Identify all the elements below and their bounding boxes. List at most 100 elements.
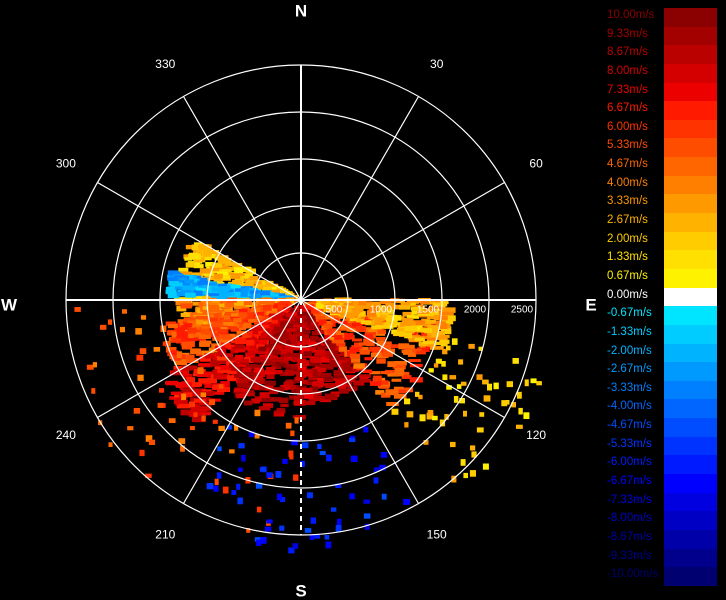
velocity-cell-5-168 xyxy=(290,385,300,389)
velocity-cell-4-128 xyxy=(215,352,226,356)
legend-swatch xyxy=(664,474,717,493)
velocity-cell-7-44 xyxy=(382,345,391,350)
legend-label: 8.00m/s xyxy=(607,64,648,77)
velocity-cell-11-49 xyxy=(444,414,449,420)
velocity-cell-11-14 xyxy=(428,368,434,373)
velocity-cell-0-151 xyxy=(229,273,241,279)
velocity-cell-4-219 xyxy=(214,375,226,379)
velocity-cell-10-16 xyxy=(249,431,255,438)
velocity-cell-10-49 xyxy=(292,543,299,549)
velocity-cell-8-177 xyxy=(351,309,361,315)
velocity-cell-8-130 xyxy=(330,301,340,306)
velocity-cell-8-211 xyxy=(385,303,395,308)
velocity-cell-8-209 xyxy=(334,306,344,312)
velocity-cell-5-34 xyxy=(283,385,295,390)
velocity-cell-11-38 xyxy=(433,363,439,368)
velocity-cell-4-142 xyxy=(235,340,246,345)
velocity-cell-1-165 xyxy=(193,289,203,296)
velocity-cell-9-43 xyxy=(208,399,216,406)
velocity-cell-2-76 xyxy=(208,308,218,315)
velocity-cell-6-210 xyxy=(303,394,314,399)
velocity-cell-9-50 xyxy=(107,319,113,325)
velocity-cell-3-205 xyxy=(168,351,181,356)
velocity-cell-7-139 xyxy=(376,380,389,385)
velocity-cell-4-52 xyxy=(282,308,291,312)
legend-label: 3.33m/s xyxy=(607,195,648,208)
velocity-cell-0-186 xyxy=(265,280,274,287)
azimuth-label-30: 30 xyxy=(430,57,444,71)
velocity-cell-4-218 xyxy=(221,369,230,374)
velocity-cell-6-94 xyxy=(317,377,328,382)
velocity-cell-9-14 xyxy=(193,412,198,418)
velocity-cell-6-136 xyxy=(313,381,324,387)
velocity-cell-2-210 xyxy=(208,304,219,311)
legend-swatch xyxy=(664,45,717,64)
velocity-cell-8-136 xyxy=(358,300,367,306)
velocity-cell-7-189 xyxy=(330,317,339,324)
velocity-cell-9-9 xyxy=(293,474,299,481)
velocity-cell-11-57 xyxy=(419,414,426,422)
velocity-cell-0-139 xyxy=(193,256,205,263)
velocity-cell-0-122 xyxy=(191,244,204,251)
velocity-cell-8-178 xyxy=(404,326,418,332)
velocity-cell-9-41 xyxy=(176,351,182,359)
velocity-cell-4-178 xyxy=(250,343,261,350)
velocity-cell-10-54 xyxy=(275,471,282,478)
velocity-cell-8-148 xyxy=(404,321,416,325)
velocity-cell-7-174 xyxy=(369,346,379,352)
velocity-cell-4-181 xyxy=(230,340,241,344)
velocity-cell-7-219 xyxy=(383,351,393,357)
azimuth-label-120: 120 xyxy=(526,428,546,442)
velocity-cell-6-125 xyxy=(300,347,310,353)
velocity-cell-1-74 xyxy=(195,277,208,284)
legend-entry: 8.00m/s xyxy=(605,63,717,83)
velocity-cell-2-147 xyxy=(180,303,192,309)
velocity-cell-0-92 xyxy=(259,283,268,289)
velocity-cell-5-86 xyxy=(261,360,270,366)
velocity-cell-10-40 xyxy=(241,454,246,462)
velocity-cell-3-166 xyxy=(231,313,240,317)
legend-swatch xyxy=(664,324,717,344)
velocity-cell-10-22 xyxy=(264,526,272,532)
velocity-cell-10-24 xyxy=(226,425,232,430)
velocity-cell-5-123 xyxy=(247,378,260,382)
velocity-cell-11-47 xyxy=(468,343,475,349)
velocity-cell-9-16 xyxy=(159,388,165,393)
velocity-cell-7-164 xyxy=(334,335,343,340)
range-label-2000: 2000 xyxy=(464,305,487,316)
velocity-cell-4-164 xyxy=(227,375,240,382)
velocity-cell-0-148 xyxy=(239,283,250,289)
velocity-cell-11-53 xyxy=(432,415,438,421)
velocity-cell-8-121 xyxy=(380,299,392,305)
velocity-cell-6-201 xyxy=(324,375,334,381)
velocity-cell-5-117 xyxy=(273,411,285,417)
legend-entry: -6.67m/s xyxy=(605,474,717,493)
velocity-cell-3-178 xyxy=(176,333,188,339)
velocity-cell-5-192 xyxy=(275,363,286,367)
velocity-cell-1-171 xyxy=(176,291,190,297)
velocity-cell-8-89 xyxy=(372,310,383,314)
velocity-cell-6-160 xyxy=(338,388,349,394)
velocity-cell-7-150 xyxy=(349,347,360,353)
velocity-cell-11-10 xyxy=(426,412,434,420)
velocity-cell-6-27 xyxy=(312,390,322,396)
velocity-cell-2-156 xyxy=(253,301,262,306)
velocity-cell-0-173 xyxy=(199,268,211,274)
velocity-cell-11-45 xyxy=(483,395,491,402)
legend-entry: -4.00m/s xyxy=(605,399,717,419)
velocity-cell-1-170 xyxy=(170,282,183,287)
velocity-cell-10-41 xyxy=(254,537,261,542)
azimuth-label-150: 150 xyxy=(427,527,447,541)
velocity-cell-6-165 xyxy=(316,346,325,353)
velocity-cell-5-159 xyxy=(287,335,297,341)
velocity-cell-6-95 xyxy=(315,344,325,349)
velocity-cell-11-22 xyxy=(517,391,522,399)
velocity-cell-10-57 xyxy=(217,446,222,452)
velocity-cell-7-192 xyxy=(324,323,333,328)
velocity-cell-10-6 xyxy=(381,493,387,500)
velocity-cell-1-208 xyxy=(177,277,187,281)
legend-swatch xyxy=(664,194,717,214)
velocity-cell-11-19 xyxy=(427,410,434,416)
velocity-cell-10-56 xyxy=(259,467,266,472)
velocity-cell-6-82 xyxy=(301,339,310,345)
